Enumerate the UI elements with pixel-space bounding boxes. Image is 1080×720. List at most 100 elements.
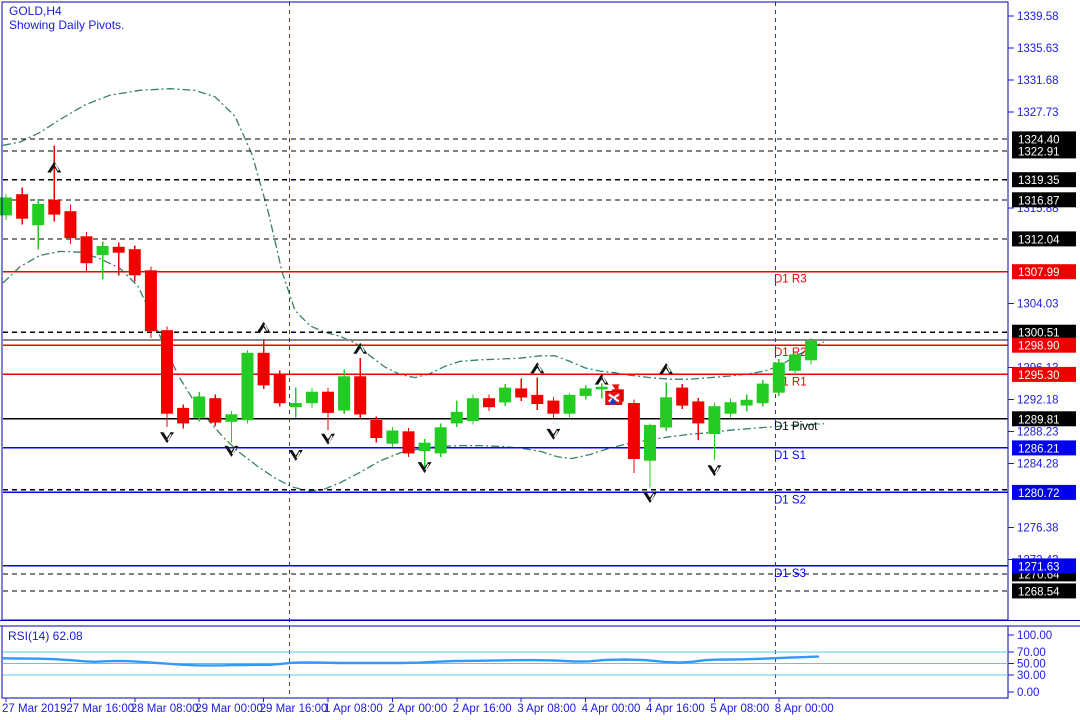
arrow-shape: [546, 428, 561, 440]
arrow-highlight: [537, 364, 542, 372]
price-badge-value: 1298.90: [1018, 341, 1060, 353]
candle-body: [209, 398, 222, 423]
price-badge-red: 1298.90: [1012, 337, 1076, 353]
price-badge-value: 1300.51: [1018, 328, 1060, 340]
time-axis-label: 2 Apr 00:00: [388, 703, 447, 715]
time-axis-label: 29 Mar 00:00: [195, 703, 263, 715]
candle-body: [177, 407, 190, 424]
candle-body: [289, 403, 302, 408]
arrow-highlight: [296, 451, 301, 459]
candle: [144, 266, 157, 338]
candle-body: [788, 354, 801, 371]
candle: [724, 398, 737, 418]
price-axis-label: 1292.18: [1017, 395, 1059, 407]
candle: [547, 397, 560, 419]
rsi-indicator-label: RSI(14) 62.08: [8, 629, 83, 643]
signal-arrow-up-icon: [47, 161, 62, 173]
arrow-shape: [321, 433, 335, 445]
price-badge-value: 1289.81: [1018, 414, 1060, 426]
candle-body: [515, 388, 528, 398]
arrow-highlight: [263, 324, 269, 332]
signal-arrow-down-icon: [224, 445, 239, 457]
candle-body: [354, 376, 367, 415]
candle-body: [193, 396, 206, 418]
badge-bg: [1012, 143, 1076, 159]
candle-body: [772, 362, 785, 393]
price-badge-black: 1268.54: [1012, 583, 1076, 599]
marker-x-icon: [608, 393, 620, 403]
candle: [0, 193, 12, 220]
signal-arrow-down-icon: [160, 432, 174, 444]
candle-body: [805, 340, 817, 361]
rsi-axis-label: 0.00: [1017, 687, 1039, 699]
badge-bg: [1012, 484, 1076, 500]
candle: [579, 385, 592, 400]
candle-body: [161, 330, 173, 414]
candle: [112, 242, 125, 276]
price-badge-value: 1268.54: [1018, 586, 1060, 598]
pivot-label: D1 Pivot: [774, 421, 818, 433]
price-badge-value: 1295.30: [1018, 370, 1060, 382]
chart-symbol-label: GOLD,H4: [9, 4, 62, 18]
badge-bg: [1012, 324, 1076, 340]
pivot-label: D1 S1: [774, 450, 806, 462]
arrow-highlight: [54, 164, 59, 171]
signal-arrow-down-icon: [643, 492, 657, 504]
arrow-shape: [530, 362, 545, 374]
candle: [96, 241, 109, 280]
price-badge-value: 1280.72: [1018, 488, 1060, 500]
candle: [177, 404, 190, 429]
time-axis-label: 3 Apr 08:00: [517, 703, 576, 715]
time-axis-label: 27 Mar 2019: [2, 703, 67, 715]
arrow-highlight: [602, 376, 607, 383]
time-axis-label: 27 Mar 16:00: [66, 703, 134, 715]
candle-body: [32, 203, 45, 226]
candle: [676, 384, 689, 410]
candle: [193, 392, 206, 422]
candle-body: [48, 199, 61, 215]
candle-body: [112, 246, 125, 253]
candle: [241, 350, 254, 424]
candle-body: [499, 387, 512, 403]
candle: [386, 427, 399, 448]
candle: [466, 394, 479, 425]
candle: [225, 410, 238, 443]
price-badge-red: 1295.30: [1012, 366, 1076, 382]
candle: [32, 198, 45, 250]
rsi-axis-label: 100.00: [1017, 630, 1052, 642]
price-badge-value: 1319.35: [1018, 175, 1060, 187]
arrow-highlight: [424, 463, 430, 471]
band-upper-line: [2, 88, 825, 380]
badge-bg: [1012, 264, 1076, 280]
candle-body: [595, 386, 608, 390]
candle: [370, 416, 383, 443]
badge-bg: [1012, 231, 1076, 247]
candle-body: [563, 394, 576, 414]
band-lower-line: [2, 250, 825, 492]
candle: [128, 245, 141, 282]
chart-subtitle-label: Showing Daily Pivots.: [9, 18, 125, 32]
time-axis-label: 5 Apr 08:00: [710, 703, 769, 715]
candle: [531, 377, 544, 410]
badge-bg: [1012, 558, 1076, 574]
badge-bg: [1012, 440, 1076, 456]
candle-body: [660, 397, 673, 428]
candle-body: [547, 400, 560, 414]
badge-bg: [1012, 131, 1076, 147]
arrow-shape: [594, 373, 609, 385]
candle: [483, 394, 495, 411]
candle: [418, 439, 431, 470]
candle-body: [128, 249, 141, 276]
price-badge-value: 1312.04: [1018, 234, 1060, 246]
signal-arrow-down-icon: [321, 433, 335, 445]
candle-body: [418, 442, 431, 452]
time-axis-label: 8 Apr 00:00: [775, 703, 834, 715]
candle-body: [724, 402, 737, 414]
price-badge-value: 1286.21: [1018, 443, 1060, 455]
candle: [354, 358, 367, 419]
candle-body: [16, 194, 29, 219]
badge-bg: [1012, 172, 1076, 188]
candle-body: [96, 246, 109, 256]
candle: [16, 187, 29, 225]
